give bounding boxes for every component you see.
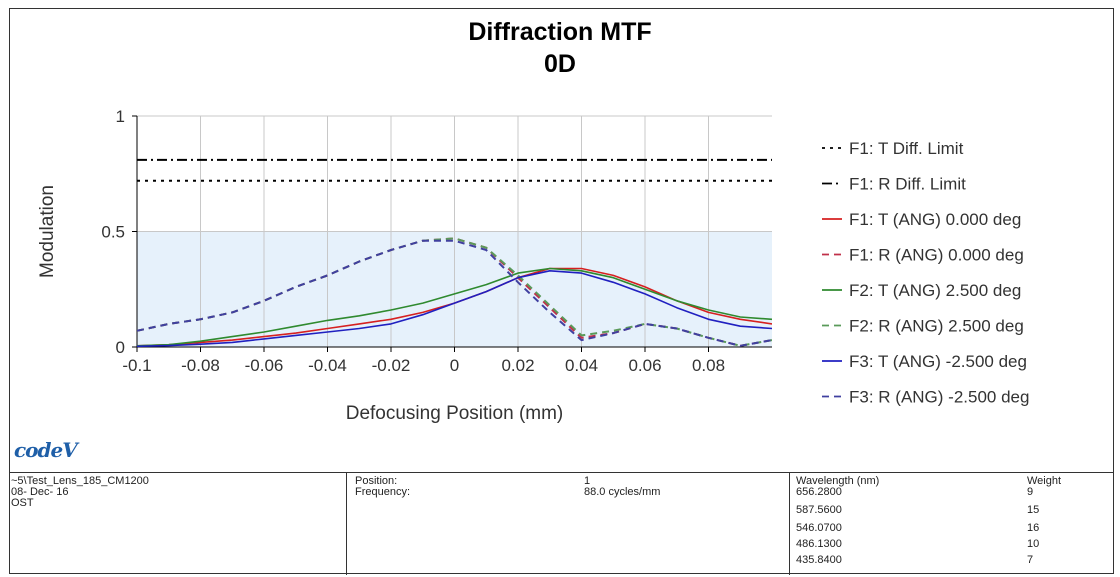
y-tick-label: 0.5 xyxy=(101,223,125,242)
info-file: ~5\Test_Lens_185_CM1200 xyxy=(11,475,149,487)
x-tick-label: -0.02 xyxy=(372,356,411,375)
y-axis-label: Modulation xyxy=(37,185,58,278)
info-divider xyxy=(346,473,347,575)
x-tick-label: 0.08 xyxy=(692,356,725,375)
series-line-5 xyxy=(137,267,772,347)
legend-label: F3: T (ANG) -2.500 deg xyxy=(849,352,1027,371)
legend-label: F1: R Diff. Limit xyxy=(849,175,966,194)
x-tick-label: 0.02 xyxy=(501,356,534,375)
wavelength-value: 486.1300 xyxy=(796,538,842,550)
weight-value: 7 xyxy=(1027,554,1034,566)
wavelength-header: Wavelength (nm) xyxy=(796,475,880,487)
x-tick-label: 0.06 xyxy=(628,356,661,375)
info-table: ~5\Test_Lens_185_CM1200 08- Dec- 16 OST … xyxy=(9,472,1114,575)
legend-label: F1: R (ANG) 0.000 deg xyxy=(849,246,1024,265)
frequency-label: Frequency: xyxy=(355,486,411,498)
weight-value: 15 xyxy=(1027,504,1040,516)
legend-label: F1: T (ANG) 0.000 deg xyxy=(849,210,1021,229)
info-ost: OST xyxy=(11,497,34,509)
wavelength-value: 587.5600 xyxy=(796,504,842,516)
x-axis-label: Defocusing Position (mm) xyxy=(346,403,564,424)
wavelength-value: 656.2800 xyxy=(796,486,842,498)
weight-value: 10 xyxy=(1027,538,1040,550)
position-value: 1 xyxy=(584,475,591,487)
x-tick-label: -0.08 xyxy=(181,356,220,375)
weight-value: 16 xyxy=(1027,522,1040,534)
y-tick-label: 0 xyxy=(116,338,125,357)
position-label: Position: xyxy=(355,475,398,487)
chart: -0.1 -0.08 -0.06 -0.04 -0.02 0 0.02 0.04 0.06 0.0… xyxy=(37,107,1029,424)
weight-header: Weight xyxy=(1027,475,1062,487)
chart-subtitle: 0D xyxy=(544,50,576,78)
legend-label: F2: T (ANG) 2.500 deg xyxy=(849,281,1021,300)
wavelength-value: 546.0700 xyxy=(796,522,842,534)
series-line-7 xyxy=(137,269,772,348)
codev-logo: codeV xyxy=(14,438,78,462)
series-line-8 xyxy=(137,239,772,347)
x-tick-label: -0.06 xyxy=(245,356,284,375)
y-tick-label: 1 xyxy=(116,107,125,126)
chart-title: Diffraction MTF xyxy=(468,18,652,46)
frequency-value: 88.0 cycles/mm xyxy=(584,486,661,498)
x-tick-label: -0.1 xyxy=(122,356,151,375)
x-tick-label: -0.04 xyxy=(308,356,347,375)
x-tick-label: 0.04 xyxy=(565,356,598,375)
legend-label: F1: T Diff. Limit xyxy=(849,139,964,158)
x-tick-label: 0 xyxy=(450,356,459,375)
legend-label: F3: R (ANG) -2.500 deg xyxy=(849,388,1029,407)
info-divider xyxy=(789,473,790,575)
legend-label: F2: R (ANG) 2.500 deg xyxy=(849,317,1024,336)
weight-value: 9 xyxy=(1027,486,1034,498)
wavelength-value: 435.8400 xyxy=(796,554,842,566)
info-date: 08- Dec- 16 xyxy=(11,486,69,498)
plot-frame xyxy=(9,8,1114,574)
